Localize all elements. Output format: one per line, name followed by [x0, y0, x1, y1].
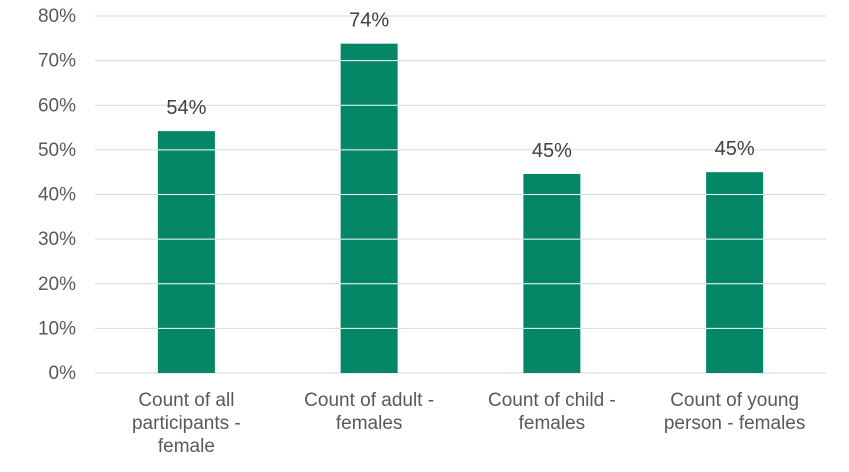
- bar: [706, 172, 764, 373]
- x-category-label-line: Count of child -: [488, 390, 616, 411]
- y-tick-label: 30%: [38, 229, 76, 250]
- x-category-label: Count of all participants -female: [132, 390, 241, 457]
- y-tick-label: 60%: [38, 95, 76, 116]
- y-tick-label: 70%: [38, 51, 76, 72]
- x-category-label-line: Count of young: [670, 390, 799, 411]
- x-category-label-line: Count of adult -: [304, 390, 434, 411]
- data-label: 54%: [166, 97, 206, 119]
- x-category-label: Count of young person - females: [664, 390, 806, 434]
- y-tick-label: 80%: [38, 6, 76, 27]
- x-category-label: Count of adult -females: [304, 390, 434, 434]
- data-label: 74%: [349, 10, 389, 32]
- y-axis-tick-labels: 0% 10% 20% 30% 40% 50% 60% 70% 80%: [38, 6, 76, 384]
- data-label: 45%: [715, 138, 755, 160]
- x-category-label: Count of child -females: [488, 390, 616, 434]
- bar: [157, 131, 215, 373]
- bars: [157, 43, 764, 373]
- x-category-label-line: female: [158, 436, 215, 457]
- x-category-label-line: person - females: [664, 413, 806, 434]
- x-category-label-line: Count of all: [138, 390, 234, 411]
- x-category-label-line: females: [336, 413, 403, 434]
- bar: [340, 43, 398, 373]
- y-tick-label: 0%: [49, 363, 77, 384]
- y-tick-label: 40%: [38, 185, 76, 206]
- data-labels: 54% 74% 45% 45%: [166, 10, 754, 162]
- gridlines-over-bars: [157, 60, 764, 329]
- y-tick-label: 20%: [38, 274, 76, 295]
- data-label: 45%: [532, 140, 572, 162]
- gridlines: [95, 15, 826, 374]
- x-category-label-line: participants -: [132, 413, 241, 434]
- y-tick-label: 10%: [38, 318, 76, 339]
- bar: [523, 173, 581, 373]
- x-category-label-line: females: [519, 413, 586, 434]
- y-tick-label: 50%: [38, 140, 76, 161]
